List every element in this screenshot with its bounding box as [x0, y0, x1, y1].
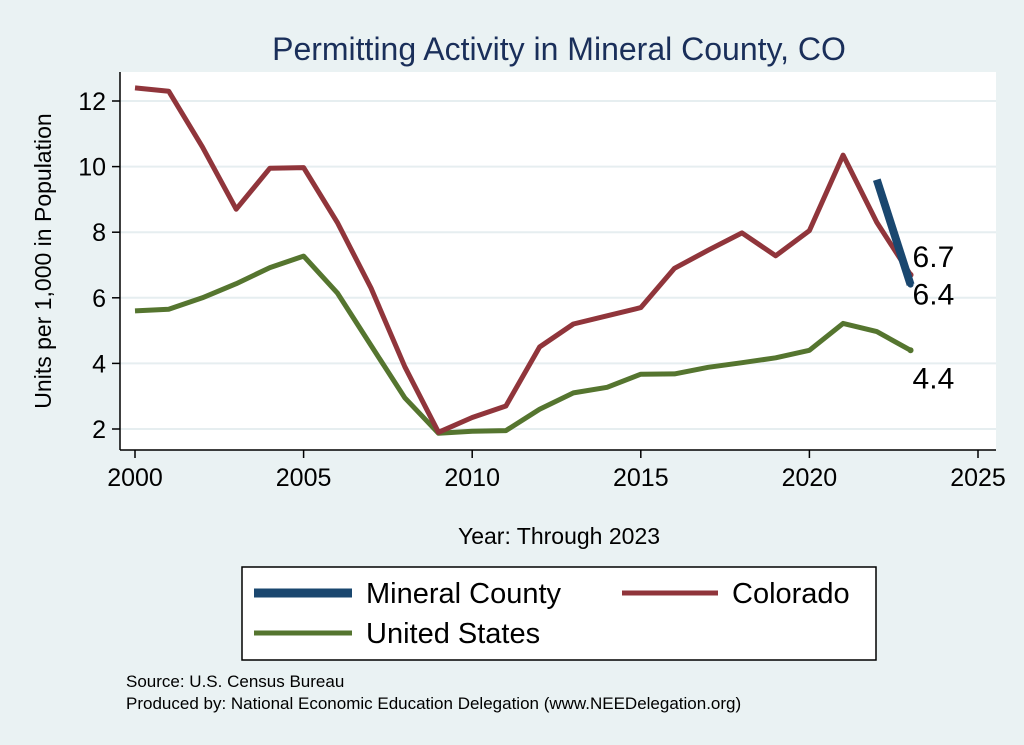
source-note: Source: U.S. Census Bureau — [126, 672, 344, 691]
series-line-united-states — [134, 253, 912, 436]
legend: Mineral County Colorado United States — [241, 566, 877, 661]
grid-lines — [120, 100, 996, 430]
chart-title: Permitting Activity in Mineral County, C… — [272, 31, 846, 67]
y-tick-label-10: 10 — [78, 154, 106, 182]
y-tick-label-8: 8 — [92, 219, 106, 247]
x-tick-label-2020: 2020 — [782, 464, 838, 492]
end-labels: 6.4 6.7 4.4 — [913, 241, 955, 395]
x-tick-label-2025: 2025 — [950, 464, 1006, 492]
series-lines — [134, 85, 915, 436]
y-tick-label-12: 12 — [78, 88, 106, 116]
x-tick-label-2010: 2010 — [444, 464, 500, 492]
y-axis-title: Units per 1,000 in Population — [30, 113, 56, 408]
end-point-mineral-county — [907, 281, 914, 288]
end-point-united-states — [907, 347, 914, 354]
end-label-mineral-county: 6.4 — [913, 279, 955, 312]
end-label-united-states: 4.4 — [913, 362, 955, 395]
legend-box — [241, 566, 877, 661]
legend-label-united-states: United States — [366, 618, 540, 650]
x-tick-label-2015: 2015 — [613, 464, 669, 492]
produced-by-note: Produced by: National Economic Education… — [126, 694, 741, 713]
x-tick-label-2000: 2000 — [107, 464, 163, 492]
end-label-colorado: 6.7 — [913, 241, 955, 274]
series-line-mineral-county — [872, 178, 915, 286]
plot-area — [120, 72, 996, 450]
axes: 2 4 6 8 10 12 2000 2005 2010 2015 2020 2025 — [78, 72, 1006, 492]
y-tick-label-4: 4 — [92, 350, 106, 378]
y-tick-label-2: 2 — [92, 416, 106, 444]
legend-label-colorado: Colorado — [732, 578, 850, 610]
legend-label-mineral-county: Mineral County — [366, 578, 562, 610]
series-line-colorado — [134, 85, 913, 435]
x-axis-title: Year: Through 2023 — [458, 523, 660, 549]
x-tick-label-2005: 2005 — [276, 464, 332, 492]
y-tick-label-6: 6 — [92, 285, 106, 313]
